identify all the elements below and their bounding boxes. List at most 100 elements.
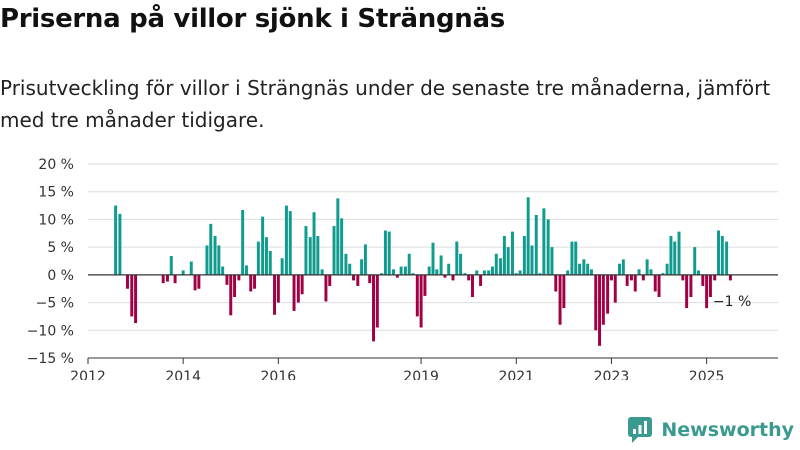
bar [380,273,384,275]
x-tick-label: 2021 [498,369,534,380]
bar [324,274,328,302]
bar [475,270,479,275]
bar [244,265,248,275]
bar [510,231,514,275]
bar [530,245,534,275]
bar [304,226,308,275]
bar [669,236,673,275]
bar [348,263,352,275]
x-tick-label: 2014 [165,369,201,380]
bar [399,266,403,275]
bar [316,236,320,275]
bar [205,245,209,275]
bar [423,274,427,296]
y-tick-label: −15 % [27,351,74,367]
bar [360,259,364,275]
bar [542,208,546,275]
bar [407,253,411,275]
bar [280,258,284,275]
chart-subtitle: Prisutveckling för villor i Strängnäs un… [0,76,771,132]
bar [693,247,697,275]
bar [308,237,312,275]
bar [574,241,578,275]
bar [713,274,717,281]
bar [292,274,296,311]
bar [665,263,669,275]
bar [276,274,280,303]
bar [463,273,467,275]
bar [356,274,360,286]
bar [392,269,395,275]
y-tick-label: 5 % [47,240,74,256]
bar [609,274,613,281]
bar [340,218,344,275]
annotations: −1 % [713,294,751,310]
bar [534,214,538,275]
bar [673,241,677,275]
bar [237,274,241,281]
bar [550,247,554,275]
bar [653,274,657,292]
bar [447,263,451,275]
bar [649,269,653,275]
bar [717,230,720,275]
bar [395,274,399,278]
bar [241,210,245,275]
bar [708,274,712,298]
bar [368,274,372,284]
x-tick-label: 2012 [70,369,106,380]
bar [431,242,435,275]
bar [494,253,498,275]
bar [300,274,304,295]
bar [518,270,522,275]
bar [256,241,260,275]
bar [625,274,629,286]
bar [629,274,633,281]
bar [126,274,129,289]
bar [697,270,701,275]
bars [114,197,732,346]
bar [363,244,367,275]
bar [427,266,431,275]
bar [372,274,375,342]
bar [332,226,336,275]
bar [562,274,566,309]
bar [621,259,625,275]
last-value-annotation: −1 % [713,294,751,310]
axes [87,274,778,364]
bar [268,251,272,275]
bar [566,270,570,275]
bar [296,274,300,303]
bar [288,211,292,275]
bar [459,253,463,275]
bar [114,205,118,275]
bar [451,274,455,281]
bar [328,274,332,286]
bar [130,274,134,317]
bar [439,255,443,275]
bar [657,274,661,298]
bar [482,270,486,275]
tick-labels: 20 % 15 % 10 % 5 % 0 % −5 % −10 % −15 % 2012 2014… [27,157,725,380]
bar [443,274,447,278]
bar [633,274,637,292]
x-tick-label: 2019 [403,369,439,380]
x-tick-label: 2025 [689,369,725,380]
bar [217,245,221,275]
bar [514,273,518,275]
bar [161,274,165,284]
bar [601,274,605,325]
bar [502,236,506,275]
bar [618,263,622,275]
bar [284,205,288,275]
bar [586,263,590,275]
bar [435,269,439,275]
bar [197,274,201,289]
bar [312,212,316,275]
bar [728,274,732,281]
bar [645,259,649,275]
bar [261,216,265,275]
bar [229,274,233,316]
bar [522,236,526,275]
bar [383,230,387,275]
